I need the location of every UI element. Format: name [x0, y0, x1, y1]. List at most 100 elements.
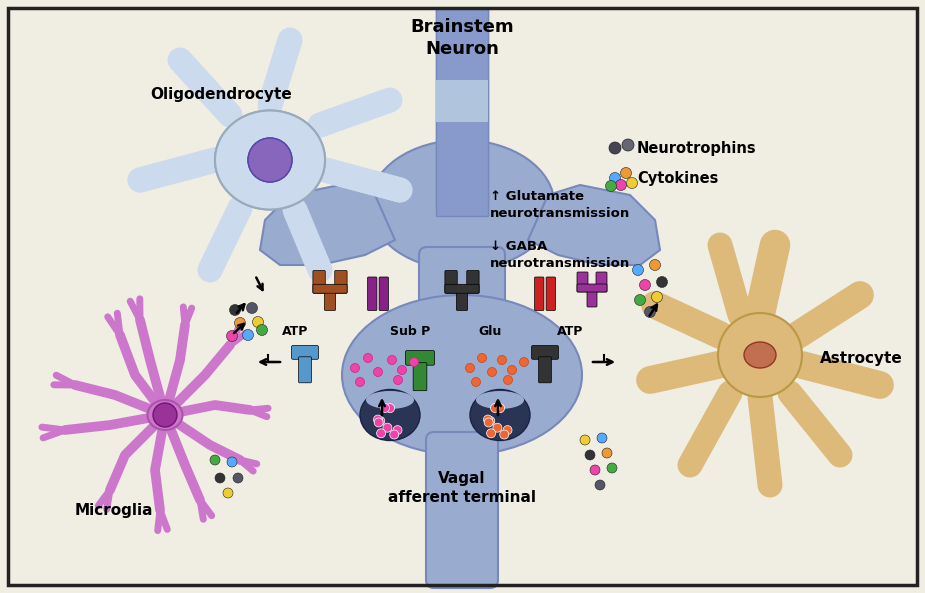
FancyBboxPatch shape: [577, 272, 588, 292]
Circle shape: [393, 375, 402, 384]
Circle shape: [477, 353, 487, 362]
Circle shape: [643, 373, 657, 387]
FancyBboxPatch shape: [313, 270, 326, 293]
Ellipse shape: [360, 390, 420, 441]
Circle shape: [615, 180, 626, 190]
Circle shape: [718, 313, 802, 397]
Circle shape: [389, 430, 399, 439]
Circle shape: [253, 317, 264, 327]
Circle shape: [764, 479, 776, 491]
Circle shape: [465, 364, 475, 372]
FancyBboxPatch shape: [436, 8, 488, 208]
Circle shape: [227, 457, 237, 467]
Circle shape: [610, 173, 621, 183]
Circle shape: [496, 404, 504, 413]
Circle shape: [210, 455, 220, 465]
FancyBboxPatch shape: [426, 432, 498, 588]
Circle shape: [609, 142, 621, 154]
Text: Brainstem
Neuron: Brainstem Neuron: [410, 18, 513, 58]
Circle shape: [380, 403, 389, 413]
Circle shape: [768, 237, 783, 253]
FancyBboxPatch shape: [587, 287, 597, 307]
Circle shape: [256, 324, 267, 336]
FancyBboxPatch shape: [577, 284, 607, 292]
FancyBboxPatch shape: [325, 288, 336, 311]
Circle shape: [472, 378, 480, 387]
FancyBboxPatch shape: [299, 357, 312, 383]
Circle shape: [508, 365, 516, 375]
FancyBboxPatch shape: [535, 277, 544, 311]
FancyBboxPatch shape: [445, 270, 457, 293]
Text: ATP: ATP: [282, 325, 308, 338]
Circle shape: [248, 138, 292, 182]
Circle shape: [248, 138, 292, 182]
Circle shape: [386, 404, 395, 413]
Circle shape: [500, 430, 509, 439]
Text: ↑ Glutamate
neurotransmission: ↑ Glutamate neurotransmission: [490, 190, 630, 220]
Circle shape: [590, 465, 600, 475]
Circle shape: [597, 433, 607, 443]
Circle shape: [376, 429, 386, 438]
Circle shape: [607, 463, 617, 473]
Text: Neurotrophins: Neurotrophins: [637, 141, 757, 155]
FancyBboxPatch shape: [538, 357, 551, 383]
Circle shape: [622, 139, 634, 151]
FancyBboxPatch shape: [532, 346, 559, 359]
Circle shape: [233, 473, 243, 483]
Circle shape: [410, 358, 418, 366]
Circle shape: [235, 317, 245, 329]
Circle shape: [375, 418, 383, 427]
Circle shape: [606, 180, 616, 192]
FancyBboxPatch shape: [436, 80, 488, 120]
Circle shape: [374, 415, 382, 424]
Text: Glu: Glu: [478, 325, 501, 338]
Circle shape: [684, 459, 697, 471]
FancyBboxPatch shape: [546, 277, 555, 311]
Circle shape: [246, 302, 257, 314]
Circle shape: [595, 480, 605, 490]
FancyBboxPatch shape: [291, 346, 318, 359]
Circle shape: [873, 378, 887, 392]
Text: Cytokines: Cytokines: [637, 171, 719, 186]
Text: Sub P: Sub P: [389, 325, 430, 338]
Circle shape: [374, 368, 383, 377]
Text: Astrocyte: Astrocyte: [820, 350, 903, 365]
Circle shape: [398, 365, 406, 375]
Circle shape: [493, 423, 502, 432]
Circle shape: [503, 426, 512, 435]
Circle shape: [520, 358, 528, 366]
Circle shape: [657, 276, 668, 288]
Circle shape: [484, 415, 492, 424]
Circle shape: [351, 364, 360, 372]
FancyBboxPatch shape: [596, 272, 607, 292]
Circle shape: [484, 418, 493, 427]
Circle shape: [651, 292, 662, 302]
FancyBboxPatch shape: [467, 270, 479, 293]
FancyBboxPatch shape: [313, 284, 347, 293]
Polygon shape: [260, 185, 395, 265]
Text: ↓ GABA
neurotransmission: ↓ GABA neurotransmission: [490, 240, 630, 270]
Circle shape: [388, 355, 397, 365]
Circle shape: [714, 239, 726, 251]
Circle shape: [364, 353, 373, 362]
Circle shape: [490, 403, 500, 413]
Circle shape: [486, 416, 495, 426]
Circle shape: [639, 279, 650, 291]
Text: Vagal
afferent terminal: Vagal afferent terminal: [388, 471, 536, 505]
Ellipse shape: [215, 110, 325, 209]
FancyBboxPatch shape: [456, 288, 468, 311]
Text: Microglia: Microglia: [75, 502, 154, 518]
Ellipse shape: [476, 391, 524, 409]
Circle shape: [503, 375, 512, 384]
Circle shape: [215, 473, 225, 483]
FancyBboxPatch shape: [335, 270, 347, 293]
Text: ATP: ATP: [557, 325, 583, 338]
Circle shape: [487, 368, 497, 377]
FancyBboxPatch shape: [436, 80, 488, 122]
Circle shape: [649, 260, 660, 270]
Circle shape: [833, 449, 846, 461]
Circle shape: [393, 426, 402, 435]
Ellipse shape: [342, 295, 582, 455]
Polygon shape: [528, 185, 660, 265]
Circle shape: [153, 403, 177, 427]
